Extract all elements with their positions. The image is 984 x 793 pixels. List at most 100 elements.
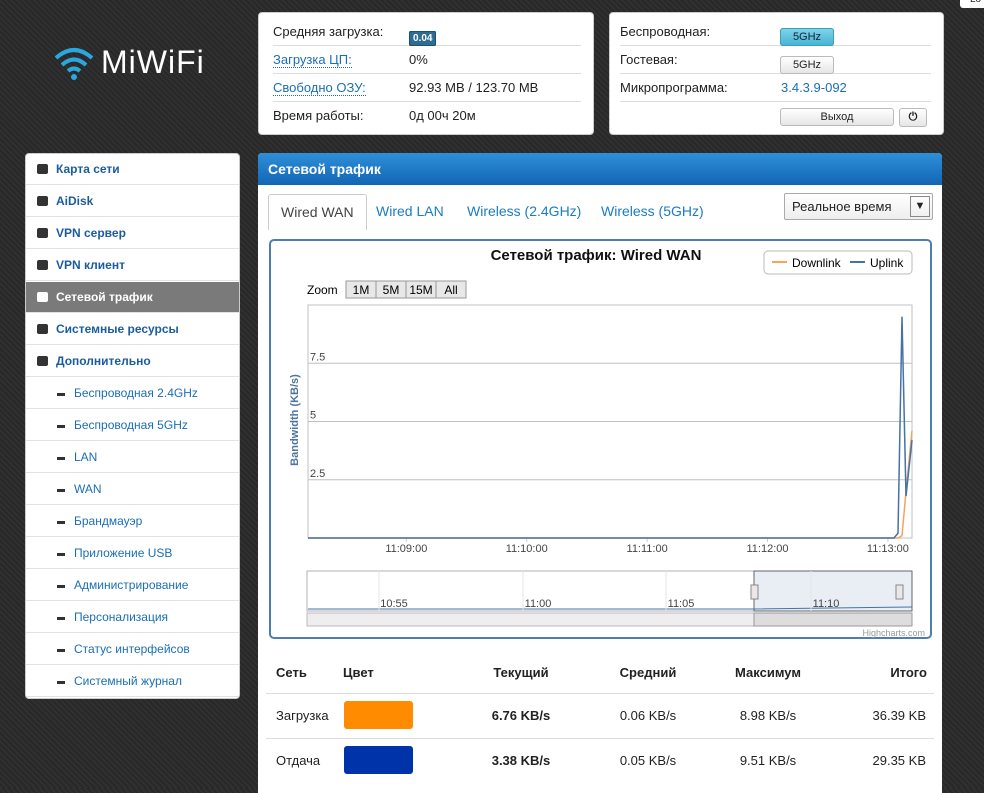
color-swatch (344, 701, 413, 729)
menu-item[interactable]: Статус интерфейсов (26, 634, 239, 665)
menu-text: Администрирование (74, 578, 189, 592)
menu-dash (57, 617, 65, 620)
navigator-line (308, 606, 913, 610)
corner-button[interactable]: Lo (960, 0, 984, 8)
panel-title: Сетевой трафик (258, 153, 942, 185)
menu-icon (37, 196, 48, 206)
tab[interactable]: Wireless (2.4GHz) (467, 203, 582, 219)
cell: 6.76 KB/s (491, 708, 551, 723)
select-text: Реальное время (792, 199, 892, 214)
menu-item[interactable]: VPN клиент (26, 250, 239, 281)
cell: 3.38 KB/s (491, 753, 551, 768)
cell: Загрузка (276, 708, 329, 723)
menu-item[interactable]: Администрирование (26, 570, 239, 601)
table-header: Максимум (735, 665, 801, 680)
cell: 8.98 KB/s (739, 708, 797, 723)
menu-dash (57, 521, 65, 524)
menu-icon (37, 228, 48, 238)
menu-dash (57, 457, 65, 460)
value: 0д 00ч 20м (409, 108, 476, 123)
menu-item[interactable]: AiDisk (26, 186, 239, 217)
label: Гостевая: (620, 52, 678, 67)
cell: 36.39 KB (872, 708, 927, 723)
divider (266, 738, 934, 739)
radio-box: Беспроводная:2.4GHz5GHz Гостевая:2.4GHz5… (609, 12, 944, 135)
menu-text: WAN (74, 482, 102, 496)
tabs: Wired WAN Wired LAN Wireless (2.4GHz) Wirel… (268, 194, 768, 230)
menu-icon (37, 356, 48, 366)
menu-text: Беспроводная 2.4GHz (74, 386, 198, 400)
menu-item[interactable]: Брандмауэр (26, 506, 239, 537)
y-tick-label: 2.5 (310, 468, 325, 480)
value: 92.93 MB / 123.70 MB (409, 80, 539, 95)
range-select[interactable]: Реальное время ▼ (784, 193, 933, 220)
menu-item[interactable]: Приложение USB (26, 538, 239, 569)
tab[interactable]: Wired LAN (376, 203, 444, 219)
value: 0% (409, 52, 428, 67)
traffic-table: Сеть Цвет Текущий Средний Максимум Итого Загру… (258, 650, 942, 788)
menu-text: Системный журнал (74, 674, 182, 688)
menu-item[interactable]: Беспроводная 5GHz (26, 410, 239, 441)
menu-item[interactable]: Беспроводная 2.4GHz (26, 378, 239, 409)
menu-dash (57, 649, 65, 652)
menu-icon (37, 324, 48, 334)
select-arrow: ▼ (910, 196, 930, 217)
legend-box (763, 250, 913, 275)
y-tick-label: 5 (310, 410, 316, 422)
label: Беспроводная: (620, 24, 711, 39)
series-line (308, 316, 913, 539)
band-button[interactable]: 5GHz (780, 56, 834, 74)
menu-text: Беспроводная 5GHz (74, 418, 188, 432)
navigator-handle[interactable] (750, 584, 759, 600)
label: Микропрограмма: (620, 80, 728, 95)
menu-dash (57, 585, 65, 588)
menu-item[interactable]: Дополнительно (26, 346, 239, 377)
logo: MiWiFi (101, 44, 205, 80)
menu-item[interactable]: VPN сервер (26, 218, 239, 249)
menu-dash (57, 681, 65, 684)
menu-item[interactable]: Системные ресурсы (26, 314, 239, 345)
cell: 9.51 KB/s (739, 753, 797, 768)
system-box: Средняя загрузка:0.000.010.04 Загрузка Ц… (258, 12, 594, 135)
menu-item[interactable]: Системный журнал (26, 666, 239, 697)
credit[interactable]: Highcharts.com (862, 628, 925, 638)
navigator-label: 10:55 (380, 598, 408, 610)
tab[interactable]: Wired WAN (268, 194, 367, 230)
navigator-label: 11:00 (525, 598, 552, 610)
navigator-handle[interactable] (895, 584, 904, 600)
band-button[interactable]: 5GHz (780, 28, 834, 46)
menu-text: VPN сервер (56, 226, 126, 240)
zoom-button-label: 5M (383, 283, 400, 297)
menu-text: AiDisk (56, 194, 94, 208)
menu-text: Карта сети (56, 162, 120, 176)
sidebar-menu: Карта сети AiDisk VPN сервер VPN клиент Сете… (25, 153, 240, 699)
divider (266, 693, 934, 694)
firmware[interactable]: 3.4.3.9-092 (781, 80, 847, 95)
menu-dash (57, 425, 65, 428)
menu-item[interactable]: Карта сети (26, 154, 239, 185)
menu-item[interactable]: LAN (26, 442, 239, 473)
logout-button[interactable]: Выход (780, 108, 894, 126)
x-tick-label: 11:09:00 (385, 543, 427, 555)
cell: 0.06 KB/s (619, 708, 677, 723)
x-tick-label: 11:12:00 (747, 543, 789, 555)
table-header: Сеть (276, 665, 307, 680)
menu-text: Статус интерфейсов (74, 642, 190, 656)
power-button[interactable]: ⏻ (899, 108, 927, 127)
cell: Отдача (276, 753, 321, 768)
menu-item[interactable]: Сетевой трафик (26, 282, 239, 313)
cell: 29.35 KB (872, 753, 927, 768)
zoom-button-label: 1M (353, 283, 370, 297)
scrollbar-thumb[interactable] (753, 612, 913, 627)
label[interactable]: Загрузка ЦП: (273, 52, 352, 68)
label[interactable]: Свободно ОЗУ: (273, 80, 366, 96)
menu-text: Системные ресурсы (56, 322, 179, 336)
tab[interactable]: Wireless (5GHz) (601, 203, 704, 219)
menu-dash (57, 553, 65, 556)
menu-item[interactable]: Персонализация (26, 602, 239, 633)
label: Время работы: (273, 108, 364, 123)
y-axis-label: Bandwidth (KB/s) (289, 374, 301, 466)
menu-item[interactable]: WAN (26, 474, 239, 505)
zoom-button[interactable] (435, 280, 467, 299)
